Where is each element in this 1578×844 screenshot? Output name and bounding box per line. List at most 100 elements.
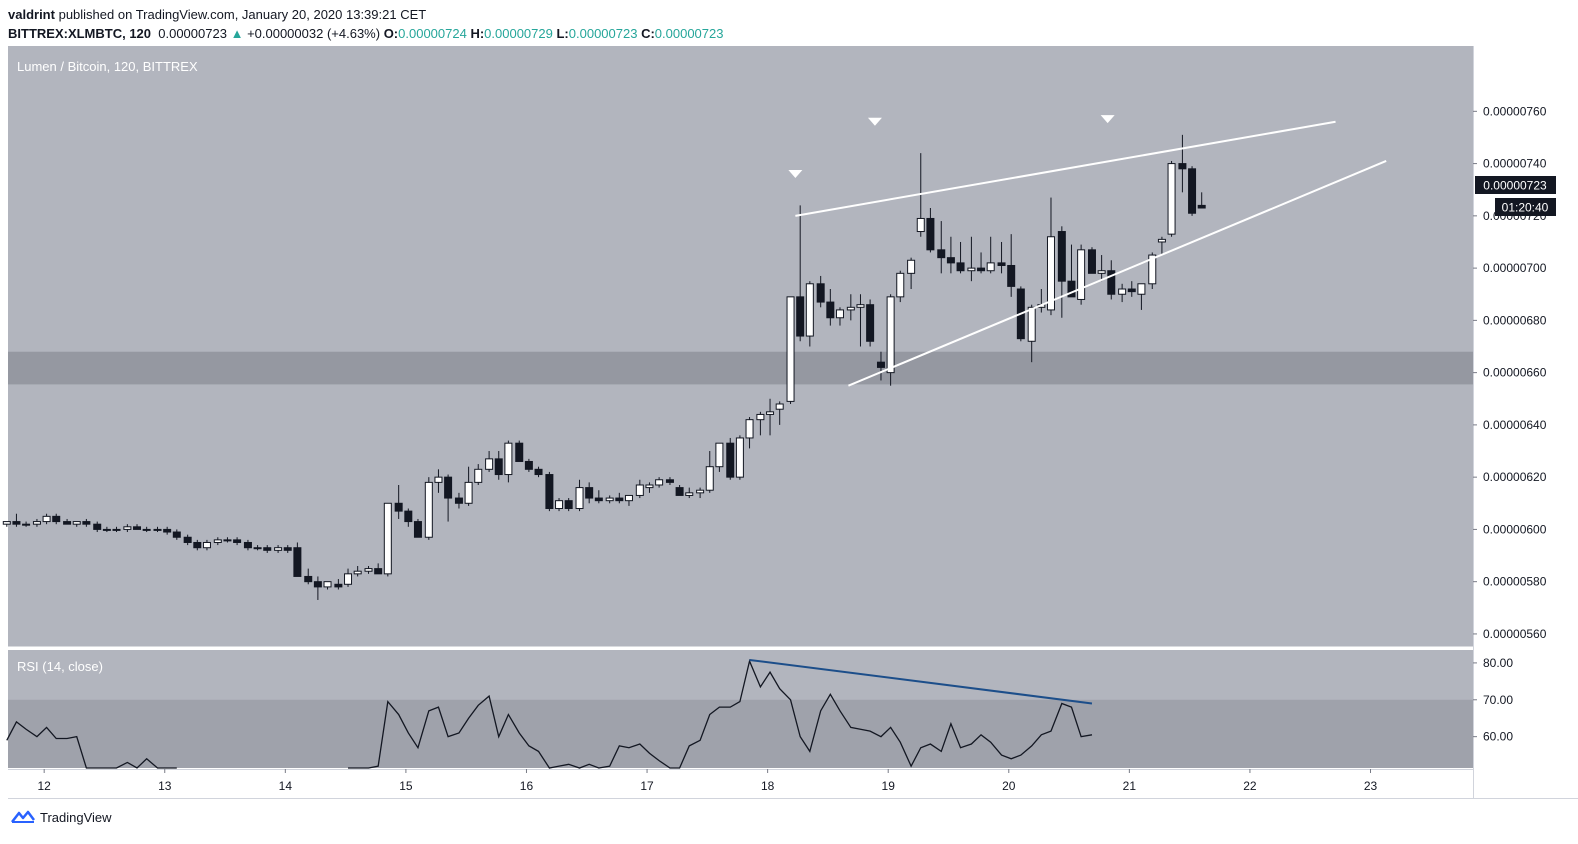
price-tick-label: 0.00000740	[1483, 157, 1547, 171]
candle-up	[635, 484, 644, 496]
price-axis[interactable]: 0.000007600.000007400.000007200.00000700…	[1473, 104, 1547, 641]
candle-down	[796, 296, 805, 337]
candle-up	[42, 515, 51, 523]
candle-up	[32, 521, 41, 525]
candle-up	[1167, 163, 1176, 235]
trendlines-layer[interactable]	[795, 120, 1387, 387]
open-value: 0.00000724	[398, 26, 467, 41]
candle-up	[424, 481, 433, 538]
candle-up	[353, 570, 362, 575]
down-arrow-marker-icon	[1100, 115, 1115, 124]
candle-up	[555, 500, 564, 510]
price-tick-label: 0.00000600	[1483, 522, 1547, 536]
candle-down	[172, 531, 181, 538]
time-tick-label: 21	[1123, 779, 1137, 793]
candle-up	[504, 442, 513, 476]
candle-down	[133, 526, 142, 530]
candle-up	[344, 573, 353, 585]
price-pane[interactable]	[8, 46, 1473, 647]
time-axis[interactable]: 12 13 14 15 16 17 18 19 20 21 22 23	[37, 769, 1378, 793]
candle-up	[735, 437, 744, 478]
candle-up	[274, 547, 283, 551]
price-tick-label: 0.00000580	[1483, 575, 1547, 589]
time-tick-label: 13	[158, 779, 172, 793]
last-price-tag	[1475, 176, 1556, 194]
candle-down	[1127, 288, 1136, 293]
candle-up	[715, 442, 724, 468]
candle-down	[977, 267, 986, 272]
open-label: O:	[383, 26, 399, 41]
time-tick-label: 15	[399, 779, 413, 793]
tradingview-logo-icon[interactable]	[10, 809, 36, 825]
candle-up	[364, 568, 373, 572]
candle-down	[876, 361, 885, 368]
countdown-tag	[1495, 198, 1556, 216]
candle-down	[183, 536, 192, 543]
candle-up	[624, 494, 633, 502]
candle-down	[263, 547, 272, 551]
candle-down	[1057, 231, 1066, 282]
candle-down	[1197, 204, 1206, 209]
candles-layer	[2, 134, 1206, 600]
candle-down	[826, 301, 835, 319]
candle-down	[52, 515, 61, 523]
time-tick-label: 12	[37, 779, 51, 793]
candle-up	[102, 528, 111, 531]
rsi-title: RSI (14, close)	[17, 659, 103, 674]
candle-down	[816, 283, 825, 303]
candle-up	[1148, 254, 1157, 285]
candle-up	[705, 466, 714, 491]
symbol-label: BITTREX:XLMBTC, 120	[8, 26, 152, 41]
candle-up	[383, 502, 392, 575]
candle-up	[253, 547, 262, 550]
candle-down	[956, 262, 965, 272]
rsi-band	[8, 699, 1473, 768]
candle-up	[655, 479, 664, 486]
candle-up	[1027, 306, 1036, 342]
candle-up	[22, 523, 31, 526]
candle-up	[756, 413, 765, 421]
footer: TradingView	[10, 809, 112, 825]
candle-up	[1046, 236, 1055, 311]
candle-down	[444, 476, 453, 499]
price-tags: 0.00000723 01:20:40	[1475, 176, 1556, 216]
candle-down	[997, 262, 1006, 266]
low-value: 0.00000723	[568, 26, 638, 41]
candle-down	[454, 497, 463, 504]
candle-up	[575, 487, 584, 510]
candle-down	[615, 497, 624, 502]
symbol-info-bar: BITTREX:XLMBTC, 120 0.00000723 ▲ +0.0000…	[8, 26, 723, 41]
candle-up	[1157, 238, 1166, 243]
candle-up	[2, 521, 11, 525]
rsi-line	[6, 720, 177, 769]
candle-down	[564, 500, 573, 510]
brand-name[interactable]: TradingView	[40, 809, 112, 825]
rsi-tick-label: 80.00	[1483, 656, 1513, 670]
candle-down	[233, 539, 242, 543]
candle-down	[1107, 270, 1116, 295]
candle-up	[1118, 288, 1127, 295]
candle-down	[374, 568, 383, 575]
chart-title: Lumen / Bitcoin, 120, BITTREX	[17, 59, 198, 74]
candle-down	[12, 521, 21, 525]
time-tick-label: 23	[1364, 779, 1378, 793]
last-price: 0.00000723	[158, 26, 227, 41]
published-text: published on TradingView.com, January 20…	[58, 7, 427, 22]
rsi-divergence-line	[749, 658, 1093, 705]
candle-up	[153, 528, 162, 531]
time-tick-label: 17	[640, 779, 654, 793]
price-tick-label: 0.00000620	[1483, 470, 1547, 484]
candle-down	[937, 249, 946, 259]
rsi-axis[interactable]: 80.00 70.00 60.00	[1473, 656, 1513, 744]
rsi-tick-label: 70.00	[1483, 693, 1513, 707]
candle-up	[1077, 249, 1086, 300]
up-arrow-icon: ▲	[230, 26, 244, 41]
price-tick-label: 0.00000660	[1483, 366, 1547, 380]
candle-up	[123, 526, 132, 530]
candle-down	[283, 547, 292, 551]
candle-down	[413, 521, 422, 538]
candle-down	[304, 575, 313, 583]
countdown-tag-text: 01:20:40	[1502, 201, 1549, 215]
rsi-layer	[6, 658, 1093, 769]
